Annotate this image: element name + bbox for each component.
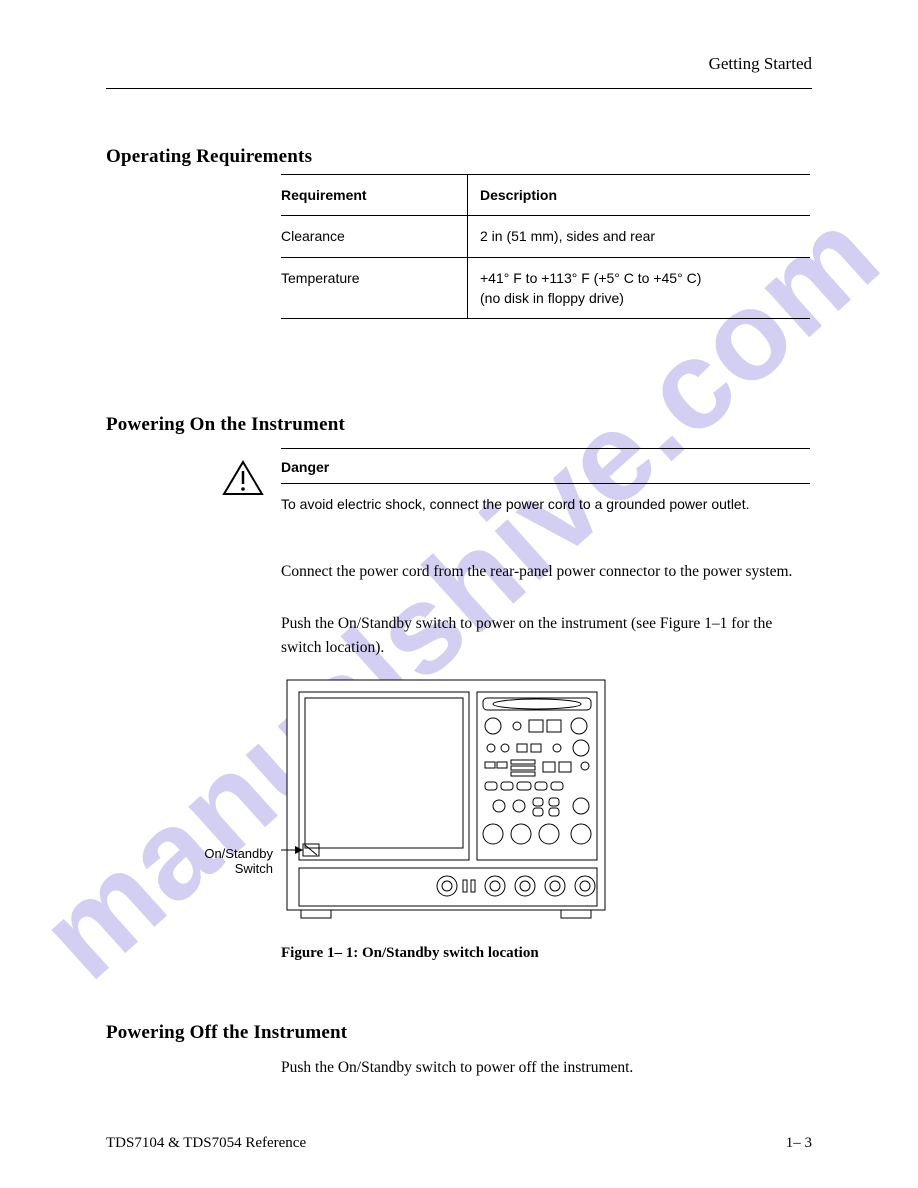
danger-text: To avoid electric shock, connect the pow…	[281, 494, 810, 515]
table-row: Temperature +41° F to +113° F (+5° C to …	[281, 257, 810, 320]
warning-icon	[222, 460, 264, 496]
section-heading-power-off: Powering Off the Instrument	[106, 1022, 347, 1044]
page-footer: TDS7104 & TDS7054 Reference 1– 3	[106, 1135, 812, 1152]
cell-req-2: Temperature	[281, 258, 467, 319]
footer-page-number: 1– 3	[786, 1135, 812, 1152]
danger-mid-rule	[281, 483, 810, 484]
section-heading-power-on: Powering On the Instrument	[106, 414, 345, 436]
section-heading-requirements: Operating Requirements	[106, 146, 312, 168]
table-divider	[467, 216, 468, 256]
figure-caption: Figure 1– 1: On/Standby switch location	[281, 942, 810, 965]
paragraph: Push the On/Standby switch to power off …	[281, 1056, 810, 1080]
cell-req-1: Clearance	[281, 216, 467, 256]
requirements-table: Requirement Description Clearance 2 in (…	[281, 174, 810, 319]
danger-label: Danger	[281, 459, 810, 475]
table-divider	[467, 258, 468, 319]
running-head: Getting Started	[106, 54, 812, 74]
page-header: Getting Started	[106, 54, 812, 89]
cell-desc-1: 2 in (51 mm), sides and rear	[480, 216, 810, 256]
danger-callout: Danger To avoid electric shock, connect …	[281, 448, 810, 515]
col-header-description: Description	[480, 175, 810, 215]
table-divider	[467, 175, 468, 215]
oscilloscope-svg	[281, 670, 611, 922]
paragraph: Push the On/Standby switch to power on t…	[281, 612, 810, 660]
paragraph: Connect the power cord from the rear-pan…	[281, 560, 810, 584]
cell-desc-2: +41° F to +113° F (+5° C to +45° C) (no …	[480, 258, 810, 319]
table-row: Clearance 2 in (51 mm), sides and rear	[281, 215, 810, 256]
footer-doc-ref: TDS7104 & TDS7054 Reference	[106, 1135, 306, 1152]
figure-arrow-label: On/Standby Switch	[193, 846, 273, 876]
col-header-requirement: Requirement	[281, 175, 467, 215]
figure-oscilloscope: On/Standby Switch	[281, 670, 611, 922]
table-header-row: Requirement Description	[281, 174, 810, 215]
danger-top-rule	[281, 448, 810, 449]
header-rule	[106, 88, 812, 89]
